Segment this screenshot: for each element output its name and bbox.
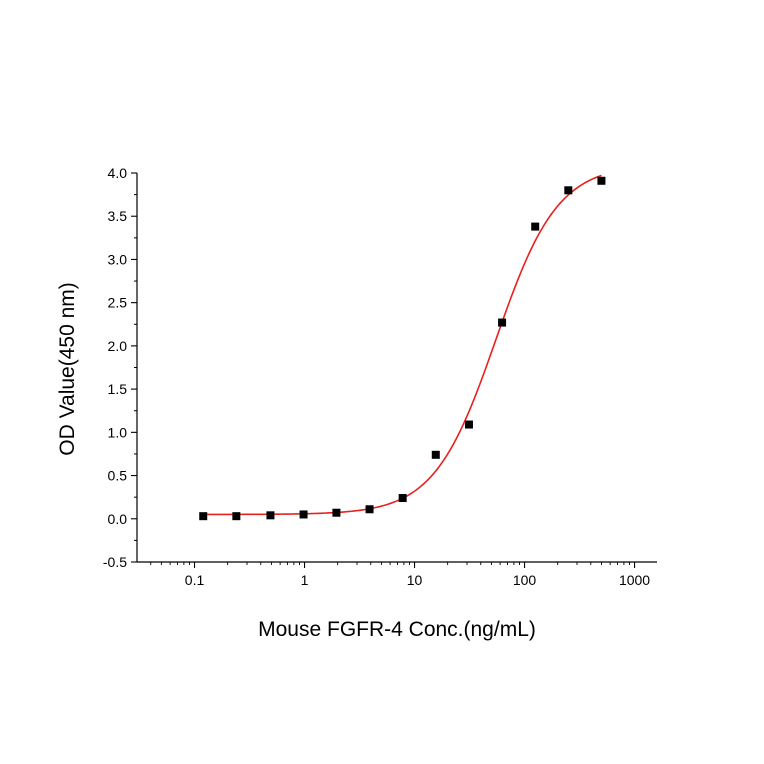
y-tick-label: 2.0 — [108, 338, 128, 354]
x-tick-label: 10 — [407, 572, 423, 588]
data-point — [332, 508, 341, 517]
data-point — [597, 176, 606, 185]
y-tick-label: -0.5 — [103, 554, 127, 570]
fit-curve-layer — [203, 174, 602, 516]
x-tick-label: 1 — [301, 572, 309, 588]
data-point — [464, 420, 473, 429]
data-point — [266, 511, 275, 520]
data-point — [365, 505, 374, 514]
y-tick-label: 1.0 — [108, 424, 128, 440]
data-point — [431, 450, 440, 459]
plot-axes: -0.5 0.0 0.5 1.0 1.5 2.0 2.5 3.0 3.5 4.0 0.1 1 10 100… — [103, 165, 657, 588]
y-axis-title: OD Value(450 nm) — [56, 282, 79, 456]
x-axis-title: Mouse FGFR-4 Conc.(ng/mL) — [258, 618, 536, 641]
x-tick-label: 1000 — [619, 572, 650, 588]
y-tick-label: 4.0 — [108, 165, 128, 181]
x-tick-label: 100 — [513, 572, 537, 588]
y-tick-label: 3.0 — [108, 251, 128, 267]
y-tick-label: 0.0 — [108, 511, 128, 527]
y-tick-label: 3.5 — [108, 208, 128, 224]
data-point — [564, 186, 573, 195]
data-point — [398, 494, 407, 503]
data-point — [531, 222, 540, 231]
data-point — [232, 512, 241, 521]
y-tick-label: 2.5 — [108, 295, 128, 311]
y-tick-label: 1.5 — [108, 381, 128, 397]
data-points-layer — [199, 176, 606, 521]
y-tick-label: 0.5 — [108, 468, 128, 484]
data-point — [498, 318, 507, 327]
data-point — [299, 510, 308, 519]
x-tick-label: 0.1 — [185, 572, 205, 588]
data-point — [199, 512, 208, 521]
fit-curve-line — [203, 174, 602, 516]
